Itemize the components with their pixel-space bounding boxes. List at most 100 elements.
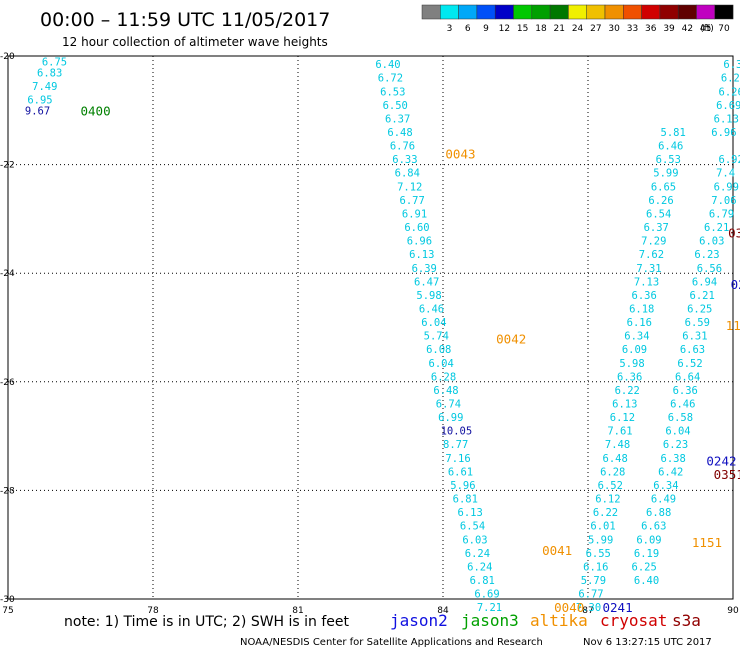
wave-height-value: 6.81 [470,575,495,587]
legend-bin-label: 36 [645,24,657,34]
wave-height-value: 6.63 [680,344,705,356]
wave-height-value: 6.74 [436,399,461,411]
wave-height-value: 6.40 [375,59,400,71]
wave-height-value: 6.34 [653,480,678,492]
wave-height-value: 7.61 [607,426,632,438]
legend-bin-label: 45 [700,24,711,34]
wave-height-value: 6.95 [27,94,52,106]
wave-height-value: 7.06 [711,195,736,207]
y-tick-label: -20 [0,52,15,62]
y-tick-label: -30 [0,595,15,605]
legend-swatch [494,4,514,20]
legend-bin-label: 24 [572,24,584,34]
wave-height-color-legend: 3 6 9 12 15 18 21 24 27 30 33 36 39 42 45 70 [421,4,734,34]
pass-time-label: 0351 [714,467,740,482]
legend-unit: (ft) [700,24,714,34]
legend-swatch [513,4,533,20]
pass-time-label: 0400 [81,103,111,118]
legend-bin-label: 39 [663,24,675,34]
wave-height-value: 6.69 [716,100,740,112]
wave-height-value: 6.13 [612,399,637,411]
wave-height-value: 6.09 [636,534,661,546]
wave-height-value: 6.36 [632,290,657,302]
plot-area: 75 78 81 84 87 90-20-22-24-26-28-30 6.756.837… [0,52,740,616]
wave-height-value: 5.98 [619,358,644,370]
wave-height-value: 7.29 [641,236,666,248]
wave-height-value: 6.53 [656,154,681,166]
wave-height-value: 6.24 [467,561,492,573]
wave-height-value: 5.98 [416,290,441,302]
wave-height-value: 6.04 [429,358,454,370]
wave-height-value: 7.12 [397,181,422,193]
plot-frame [7,55,734,600]
wave-height-value: 6.46 [670,399,695,411]
wave-height-value: 7.62 [639,249,664,261]
wave-height-value: 6.12 [610,412,635,424]
wave-height-value: 6.22 [593,507,618,519]
legend-swatch [659,4,679,20]
wave-height-value: 6.42 [658,466,683,478]
wave-height-value: 6.47 [414,276,439,288]
wave-height-value: 6.19 [634,548,659,560]
wave-height-value: 6.81 [453,494,478,506]
wave-height-value: 7.30 [576,602,601,614]
wave-height-value: 6.23 [694,249,719,261]
legend-swatch [568,4,587,20]
wave-height-value: 6.22 [615,385,640,397]
satellite-legend-entry: altika [530,611,588,630]
satellite-legend-entry: jason3 [461,611,519,630]
legend-swatch [440,4,459,20]
wave-height-value: 6.52 [677,358,702,370]
wave-height-value: 6.72 [378,73,403,85]
legend-swatch [531,4,551,20]
wave-height-value: 6.13 [714,113,739,125]
wave-height-value: 6.55 [586,548,611,560]
legend-swatch [421,4,441,20]
wave-height-value: 6.37 [723,59,740,71]
satellite-legend-entry: cryosat [600,611,667,630]
wave-height-value: 6.63 [641,521,666,533]
pass-time-label: 0042 [496,331,526,346]
wave-height-value: 6.08 [426,344,451,356]
wave-height-value: 6.33 [392,154,417,166]
pass-time-label: 0241 [603,600,633,615]
wave-height-value: 6.75 [42,56,67,68]
legend-bin-label: 21 [554,24,565,34]
wave-height-value: 6.36 [617,371,642,383]
legend-bin-label: 18 [535,24,547,34]
wave-height-value: 6.83 [37,67,62,79]
wave-height-value: 6.13 [409,249,434,261]
wave-height-value: 6.46 [419,303,444,315]
chart-title: 00:00 – 11:59 UTC 11/05/2017 [40,9,330,31]
legend-bin-label: 27 [590,24,601,34]
y-tick-label: -22 [0,161,15,171]
wave-height-value: 6.01 [590,521,615,533]
legend-bin-label: 30 [608,24,620,34]
wave-height-value: 6.04 [421,317,446,329]
pass-time-label: 1150 [726,318,740,333]
wave-height-value: 6.56 [697,263,722,275]
wave-height-value: 6.48 [603,453,628,465]
wave-height-value: 6.04 [665,426,690,438]
wave-height-value: 6.91 [402,208,427,220]
wave-height-value: 6.61 [448,466,473,478]
wave-height-value: 5.99 [588,534,613,546]
wave-height-value: 6.77 [578,589,603,601]
x-tick-label: 84 [437,606,449,616]
wave-height-value: 6.38 [661,453,686,465]
wave-height-value: 5.74 [424,331,449,343]
x-tick-label: 78 [147,606,159,616]
wave-height-value: 6.09 [622,344,647,356]
legend-bin-label: 42 [682,24,693,34]
legend-bin-label: 12 [499,24,510,34]
wave-height-value: 6.52 [598,480,623,492]
wave-height-value: 6.49 [651,494,676,506]
legend-bin-label: 6 [465,24,471,34]
wave-height-value: 6.34 [624,331,649,343]
pass-time-labels: 0400 0043 0042 0041 0040 0241 1151 03510242 1150… [81,103,740,615]
wave-height-value: 6.99 [438,412,463,424]
pass-time-label: 0040 [554,600,584,615]
wave-height-value: 6.36 [673,385,698,397]
wave-height-value: 6.94 [692,276,717,288]
